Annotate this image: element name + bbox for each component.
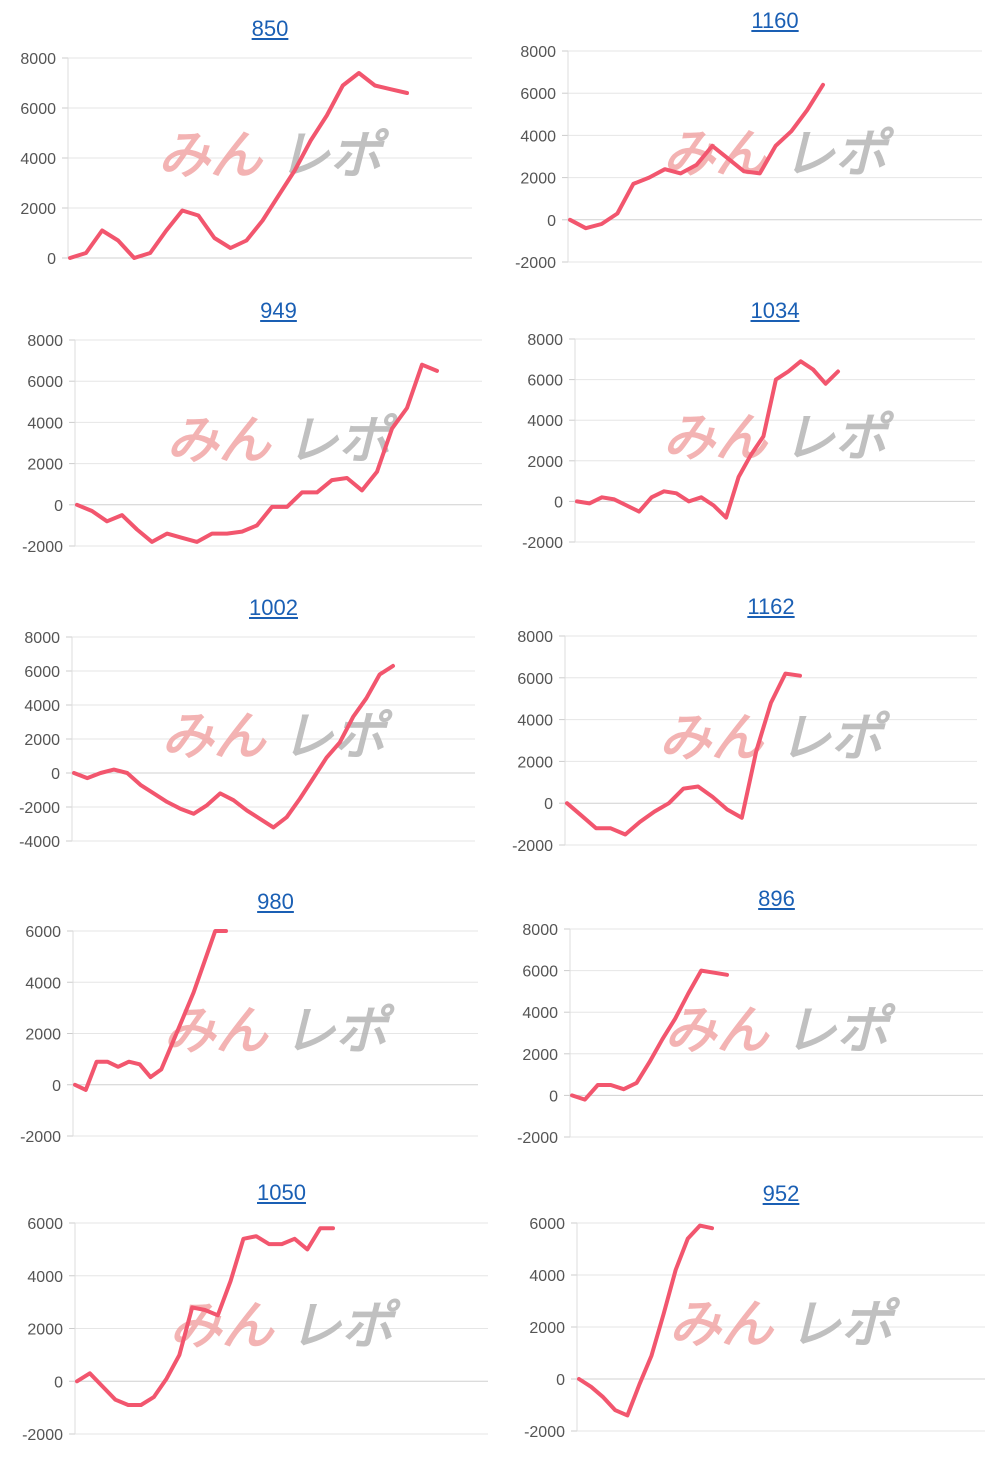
series-line	[575, 359, 840, 520]
y-tick-label: 2000	[527, 454, 563, 471]
y-tick-label: 2000	[27, 1322, 63, 1339]
y-tick-label: 0	[547, 213, 556, 230]
y-tick-label: 6000	[20, 101, 56, 118]
chart-title-link[interactable]: 1162	[747, 594, 795, 619]
chart-title-link[interactable]: 850	[251, 16, 289, 41]
y-tick-label: 0	[554, 494, 563, 511]
watermark-logo: レポ	[789, 1296, 901, 1354]
chart-title-link[interactable]: 949	[260, 298, 297, 323]
line-chart: 0 2000 4000 6000 8000 みん レポ	[20, 51, 472, 268]
y-tick-label: 2000	[520, 171, 556, 188]
y-tick-label: 0	[556, 1372, 565, 1389]
y-tick-label: 0	[51, 766, 60, 783]
y-tick-label: 2000	[20, 201, 56, 218]
y-tick-label: 8000	[520, 44, 556, 61]
y-tick-label: 6000	[24, 664, 60, 681]
y-tick-label: -2000	[517, 1130, 558, 1147]
y-tick-label: 8000	[522, 922, 558, 939]
y-tick-label: 6000	[529, 1216, 565, 1233]
y-tick-label: 0	[544, 796, 553, 813]
y-tick-label: 4000	[529, 1268, 565, 1285]
y-tick-label: 4000	[24, 698, 60, 715]
y-tick-label: 2000	[522, 1047, 558, 1064]
y-tick-label: 0	[549, 1088, 558, 1105]
y-tick-label: 8000	[517, 629, 553, 646]
y-tick-label: 2000	[25, 1027, 61, 1044]
watermark-logo: レポ	[779, 710, 891, 768]
chart-title-link[interactable]: 1002	[249, 595, 298, 620]
chart-title-link[interactable]: 952	[762, 1181, 800, 1206]
line-chart: -2000 0 2000 4000 6000 8000 みん レポ	[522, 332, 975, 552]
y-tick-label: -2000	[515, 255, 556, 272]
y-tick-label: 6000	[517, 671, 553, 688]
watermark-logo: レポ	[785, 1002, 897, 1060]
series-line	[577, 1223, 714, 1418]
line-chart: -4000 -2000 0 2000 4000 6000 8000 みん レポ	[19, 630, 475, 851]
y-tick-label: 6000	[27, 1216, 63, 1233]
watermark-logo: レポ	[783, 126, 895, 184]
y-tick-label: -4000	[19, 834, 60, 851]
y-tick-label: 2000	[24, 732, 60, 749]
y-tick-label: -2000	[512, 838, 553, 855]
chart-title-link[interactable]: 896	[758, 886, 795, 911]
watermark-logo: みん	[166, 412, 272, 470]
chart-title-link[interactable]: 1050	[257, 1180, 306, 1205]
y-tick-label: -2000	[19, 800, 60, 817]
line-chart: -2000 0 2000 4000 6000 みん レポ	[20, 924, 478, 1146]
y-tick-label: 8000	[27, 333, 63, 350]
watermark-logo: みん	[664, 1002, 770, 1060]
y-tick-label: 4000	[27, 415, 63, 432]
line-chart: -2000 0 2000 4000 6000 8000 みん レポ	[517, 922, 983, 1147]
y-tick-label: -2000	[22, 539, 63, 556]
y-tick-label: 0	[54, 1374, 63, 1391]
y-tick-label: -2000	[524, 1424, 565, 1441]
watermark-logo: みん	[158, 127, 264, 185]
y-tick-label: 6000	[25, 924, 61, 941]
y-tick-label: -2000	[22, 1427, 63, 1444]
y-tick-label: 0	[52, 1078, 61, 1095]
y-tick-label: 4000	[517, 713, 553, 730]
y-tick-label: 4000	[520, 128, 556, 145]
y-tick-label: -2000	[20, 1129, 61, 1146]
watermark-logo: みん	[659, 710, 765, 768]
y-tick-label: 8000	[527, 332, 563, 349]
series-line	[68, 71, 409, 260]
y-tick-label: 0	[54, 498, 63, 515]
y-tick-label: 8000	[20, 51, 56, 68]
watermark-logo: みん	[161, 708, 267, 766]
line-chart: -2000 0 2000 4000 6000 8000 みん レポ	[512, 629, 977, 855]
chart-title-link[interactable]: 1160	[751, 8, 799, 33]
y-tick-label: 6000	[527, 373, 563, 390]
line-chart: -2000 0 2000 4000 6000 みん レポ	[524, 1216, 985, 1441]
y-tick-label: 2000	[517, 754, 553, 771]
watermark-logo: レポ	[282, 708, 394, 766]
y-tick-label: 4000	[20, 151, 56, 168]
y-tick-label: 4000	[25, 975, 61, 992]
y-tick-label: 2000	[529, 1320, 565, 1337]
y-tick-label: 4000	[27, 1269, 63, 1286]
y-tick-label: 0	[47, 251, 56, 268]
watermark-logo: みん	[669, 1296, 775, 1354]
y-tick-label: 4000	[527, 413, 563, 430]
watermark-logo: レポ	[290, 1298, 402, 1356]
chart-title-link[interactable]: 1034	[750, 298, 800, 323]
watermark-logo: レポ	[783, 410, 895, 468]
watermark-logo: レポ	[278, 127, 390, 185]
y-tick-label: 6000	[520, 86, 556, 103]
y-tick-label: 8000	[24, 630, 60, 647]
watermark-logo: レポ	[284, 1003, 396, 1061]
chart-title-link[interactable]: 980	[257, 889, 294, 914]
y-tick-label: 6000	[27, 374, 63, 391]
y-tick-label: 2000	[27, 457, 63, 474]
y-tick-label: 4000	[522, 1005, 558, 1022]
watermark-logo: みん	[163, 1003, 269, 1061]
y-tick-label: -2000	[522, 535, 563, 552]
watermark-logo: みん	[663, 410, 769, 468]
y-tick-label: 6000	[522, 964, 558, 981]
